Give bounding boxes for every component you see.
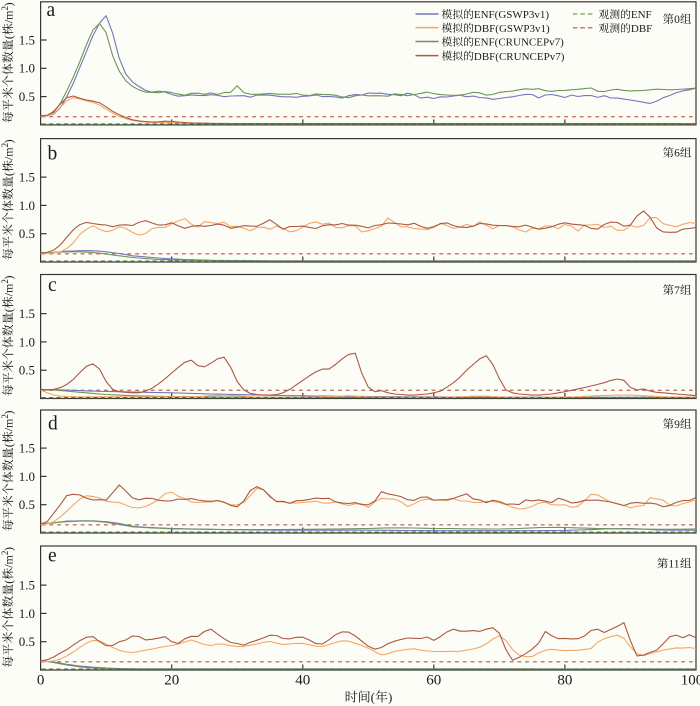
svg-text:7: 7 — [674, 285, 680, 297]
svg-text:(: ( — [1, 443, 15, 447]
svg-text:11: 11 — [668, 559, 679, 571]
svg-text:ENF(CRUNCEPv7): ENF(CRUNCEPv7) — [474, 37, 564, 49]
svg-text:(: ( — [371, 690, 375, 705]
svg-text:1.5: 1.5 — [19, 306, 35, 321]
svg-text:0.5: 0.5 — [19, 226, 35, 241]
svg-text:): ) — [1, 411, 15, 415]
svg-text:20: 20 — [164, 673, 179, 689]
svg-text:/m: /m — [1, 10, 15, 23]
svg-text:b: b — [48, 143, 58, 164]
svg-text:0.5: 0.5 — [19, 89, 35, 104]
svg-text:9: 9 — [674, 419, 680, 431]
svg-text:(: ( — [1, 308, 15, 312]
svg-text:(: ( — [1, 35, 15, 39]
svg-text:1.0: 1.0 — [19, 198, 35, 213]
svg-text:1.5: 1.5 — [19, 441, 35, 456]
svg-text:/m: /m — [1, 283, 15, 296]
svg-text:1.0: 1.0 — [19, 61, 35, 76]
svg-text:1.5: 1.5 — [19, 170, 35, 185]
svg-text:2: 2 — [0, 551, 10, 556]
svg-text:a: a — [47, 0, 56, 21]
svg-text:6: 6 — [674, 148, 680, 160]
svg-text:e: e — [48, 546, 57, 567]
svg-text:): ) — [388, 690, 392, 705]
svg-text:ENF(GSWP3v1): ENF(GSWP3v1) — [474, 9, 550, 21]
svg-text:0: 0 — [37, 673, 45, 689]
svg-text:0.5: 0.5 — [19, 634, 35, 649]
svg-text:DBF(GSWP3v1): DBF(GSWP3v1) — [474, 23, 550, 35]
svg-text:): ) — [1, 276, 15, 280]
svg-text:1.0: 1.0 — [19, 469, 35, 484]
svg-text:0.5: 0.5 — [19, 497, 35, 512]
svg-text:100: 100 — [681, 673, 700, 689]
svg-text:2: 2 — [0, 6, 10, 11]
svg-text:(: ( — [1, 580, 15, 584]
svg-text:): ) — [1, 547, 15, 551]
svg-text:1.5: 1.5 — [19, 578, 35, 593]
svg-text:2: 2 — [0, 279, 10, 284]
svg-text:0.5: 0.5 — [19, 363, 35, 378]
svg-text:ENF: ENF — [631, 9, 652, 21]
svg-text:80: 80 — [557, 673, 572, 689]
svg-text:DBF(CRUNCEPv7): DBF(CRUNCEPv7) — [474, 51, 565, 63]
svg-text:60: 60 — [426, 673, 441, 689]
svg-text:c: c — [48, 275, 57, 296]
svg-text:): ) — [1, 139, 15, 143]
svg-text:d: d — [48, 413, 58, 434]
svg-text:/m: /m — [1, 554, 15, 567]
svg-text:1.0: 1.0 — [19, 606, 35, 621]
svg-text:1.5: 1.5 — [19, 32, 35, 47]
svg-text:/m: /m — [1, 418, 15, 431]
svg-text:): ) — [1, 2, 15, 6]
svg-text:/m: /m — [1, 147, 15, 160]
svg-text:DBF: DBF — [631, 23, 652, 35]
svg-text:(: ( — [1, 172, 15, 176]
svg-text:1.0: 1.0 — [19, 334, 35, 349]
svg-text:0: 0 — [674, 14, 680, 26]
svg-text:2: 2 — [0, 414, 10, 419]
svg-text:2: 2 — [0, 143, 10, 148]
svg-text:40: 40 — [295, 673, 310, 689]
